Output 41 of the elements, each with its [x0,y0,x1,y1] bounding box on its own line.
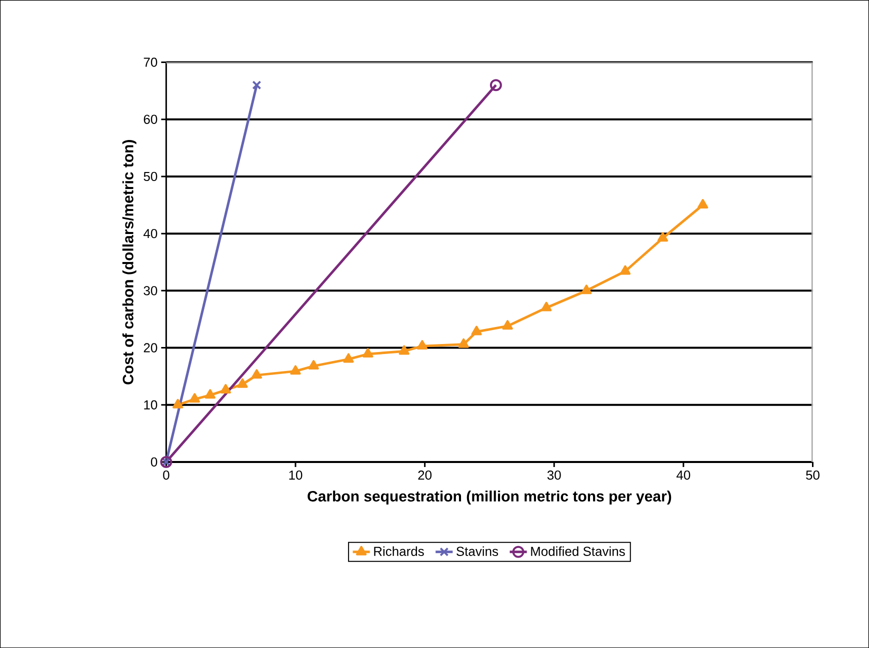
y-tick-label: 10 [144,400,158,410]
point [252,80,262,90]
x-tick-label: 50 [806,470,820,480]
x-tick-label: 20 [418,470,432,480]
point [698,198,708,208]
point [657,232,668,242]
y-tick-label: 20 [144,343,158,352]
y-tick-label: 0 [150,457,158,467]
point [237,378,248,388]
point [343,353,354,363]
point [204,389,216,399]
point [458,338,469,348]
x-axis-title: Carbon sequestration (million metric tons per year) [308,490,672,504]
point [620,265,631,275]
y-axis-title: Cost of carbon (dollars/metric ton) [122,140,136,384]
point [541,302,552,312]
point [251,369,262,379]
point [362,348,374,358]
y-tick-label: 30 [144,286,158,296]
x-tick-label: 0 [163,470,170,480]
point [502,320,513,330]
y-tick-label: 50 [144,172,158,181]
point [398,345,410,355]
x-tick-label: 10 [289,470,302,480]
point [416,340,428,350]
point [189,393,200,403]
y-tick-label: 40 [144,228,158,238]
legend-label: Richards [374,546,424,556]
y-tick-label: 60 [144,114,158,124]
point [490,79,502,92]
point [471,326,482,336]
y-tick-label: 70 [144,58,158,67]
point [290,365,301,375]
legend-label: Stavins [456,546,498,556]
x-tick-label: 40 [676,470,690,480]
x-tick-label: 30 [547,470,561,480]
point [581,284,592,294]
point [220,384,231,394]
point [172,398,184,408]
point [308,360,319,370]
legend-label: Modified Stavins [531,546,625,556]
